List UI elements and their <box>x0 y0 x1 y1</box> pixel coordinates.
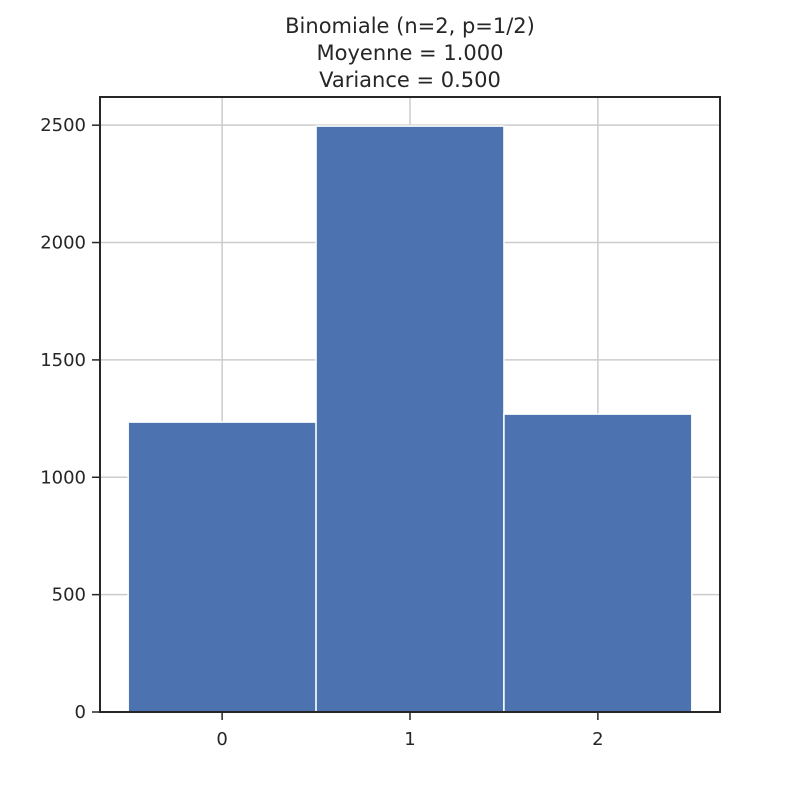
bar-2 <box>503 413 693 713</box>
y-tick-label-0: 0 <box>75 702 86 723</box>
bar-0 <box>127 421 317 713</box>
x-tick-label-2: 2 <box>592 729 603 750</box>
y-tick-label-500: 500 <box>52 585 86 606</box>
bar-1 <box>315 125 505 713</box>
chart-title-line-2: Moyenne = 1.000 <box>317 41 504 65</box>
chart-title-line-1: Binomiale (n=2, p=1/2) <box>285 14 535 38</box>
y-tick-label-1500: 1500 <box>40 350 86 371</box>
y-tick-label-2000: 2000 <box>40 233 86 254</box>
x-tick-label-1: 1 <box>404 729 415 750</box>
x-tick-label-0: 0 <box>216 729 227 750</box>
chart-title-line-3: Variance = 0.500 <box>319 68 501 92</box>
axes-frame <box>99 96 721 713</box>
bars <box>127 125 693 713</box>
y-tick-label-2500: 2500 <box>40 115 86 136</box>
y-tick-label-1000: 1000 <box>40 467 86 488</box>
axis-ticks: 0 500 1000 1500 2000 2500 0 1 2 <box>40 115 603 750</box>
